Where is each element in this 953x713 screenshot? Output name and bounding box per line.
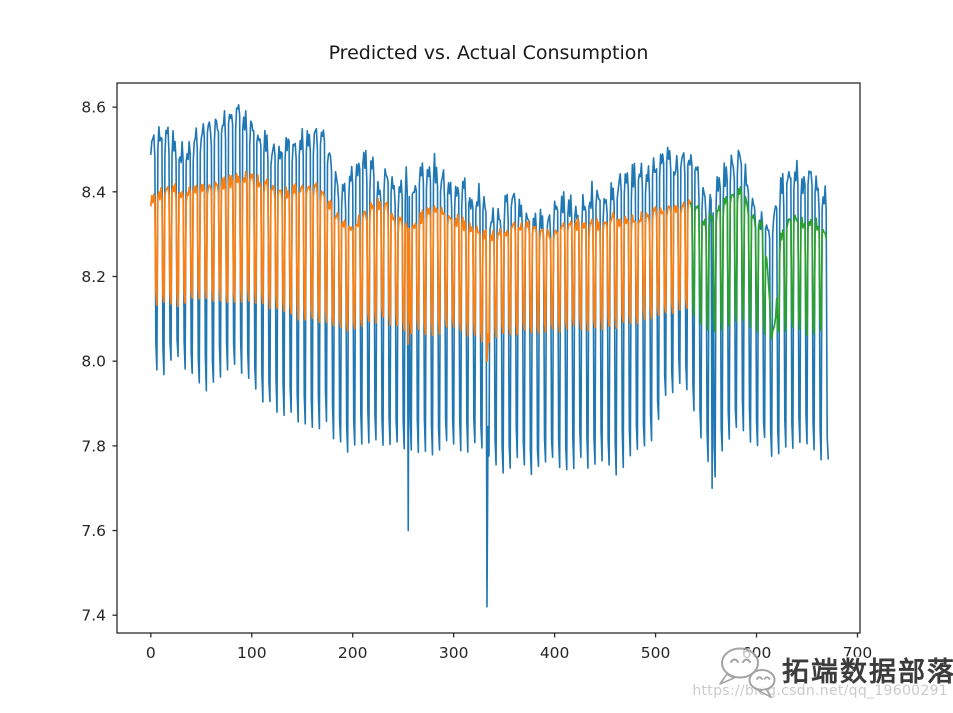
x-tick-label: 400 xyxy=(540,644,570,662)
x-tick-label: 300 xyxy=(439,644,469,662)
x-tick-label: 500 xyxy=(641,644,671,662)
watermark-brand-text: 拓端数据部落 xyxy=(782,656,953,688)
y-tick-label: 7.8 xyxy=(81,437,106,455)
series-line-predicted-train xyxy=(149,170,692,363)
x-tick-label: 0 xyxy=(146,644,156,662)
y-tick-label: 8.2 xyxy=(81,268,106,286)
y-tick-label: 8.0 xyxy=(81,353,106,371)
chat-bubbles-icon xyxy=(719,647,776,698)
x-tick-label: 200 xyxy=(338,644,368,662)
y-tick-label: 7.4 xyxy=(81,607,106,625)
series-line-predicted-test xyxy=(690,186,828,340)
watermark: 拓端数据部落 xyxy=(716,645,953,699)
chart-title: Predicted vs. Actual Consumption xyxy=(328,42,649,64)
y-tick-label: 8.4 xyxy=(81,183,106,201)
x-tick-label: 700 xyxy=(843,644,873,662)
x-tick-label: 100 xyxy=(237,644,267,662)
y-tick-label: 8.6 xyxy=(81,99,106,117)
plot-frame xyxy=(116,82,861,634)
y-tick-label: 7.6 xyxy=(81,522,106,540)
